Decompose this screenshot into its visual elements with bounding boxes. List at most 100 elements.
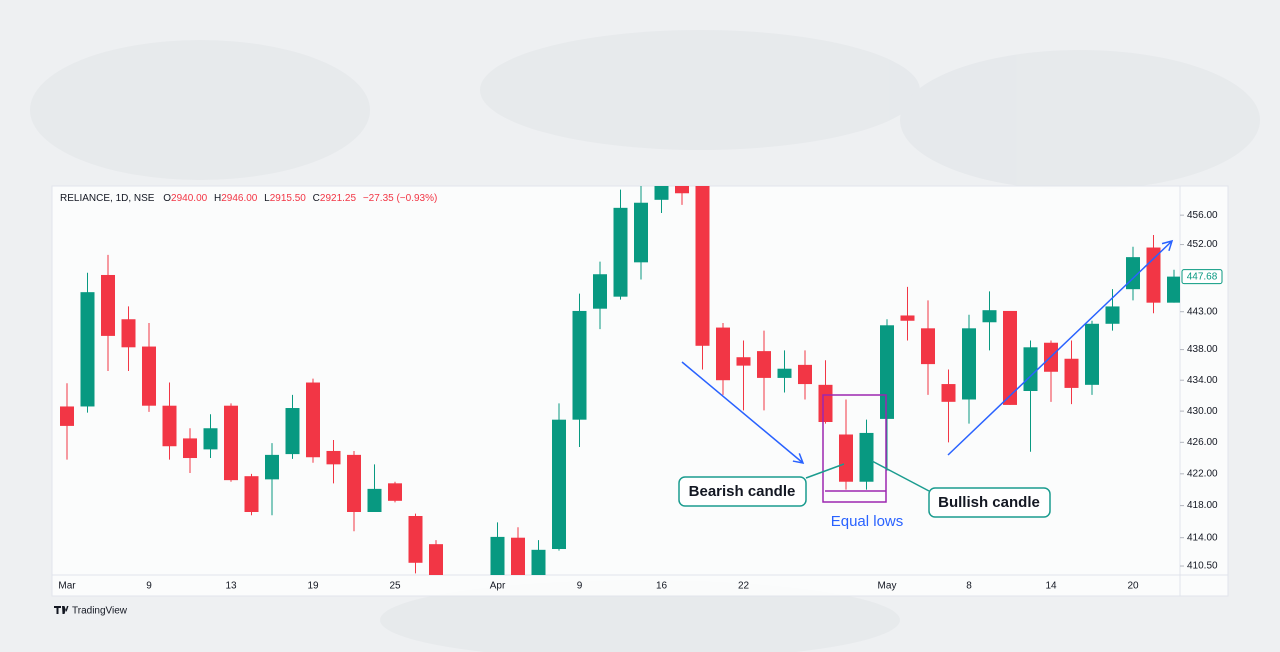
candle-body <box>695 186 710 346</box>
candle-body <box>408 516 423 563</box>
candle-body <box>388 483 402 501</box>
brand-name: TradingView <box>72 606 128 617</box>
candle-body <box>1023 347 1038 392</box>
ohlc-key: H <box>214 193 221 204</box>
candle-body <box>900 315 915 321</box>
ohlc-value: 2915.50 <box>270 193 307 204</box>
candle-body <box>818 384 833 423</box>
y-tick-label: 443.00 <box>1187 306 1218 317</box>
x-tick-label: 9 <box>577 581 583 592</box>
x-tick-label: 25 <box>389 581 401 592</box>
annotation-label: Equal lows <box>831 513 904 530</box>
candle-body <box>880 325 894 419</box>
x-tick-label: Mar <box>58 581 76 592</box>
candle-body <box>80 292 95 407</box>
candle-body <box>265 454 279 480</box>
candle-body <box>757 351 771 378</box>
x-tick-label: 9 <box>146 581 152 592</box>
candle-body <box>552 419 566 550</box>
candle-body <box>224 405 238 481</box>
y-tick-label: 430.00 <box>1187 406 1218 417</box>
candle-body <box>654 186 669 200</box>
highlight-box <box>822 394 887 503</box>
candle-body <box>572 310 587 420</box>
x-tick-label: May <box>878 581 897 592</box>
candle-body <box>285 408 300 455</box>
x-tick-label: 19 <box>307 581 319 592</box>
candle-body <box>1064 358 1079 388</box>
x-tick-label: 14 <box>1045 581 1057 592</box>
candle-body <box>203 428 218 450</box>
candle-body <box>306 382 320 458</box>
y-tick-label: 426.00 <box>1187 437 1218 448</box>
axes: 456.00 452.00 443.00 438.00 434.00 430.00 426.… <box>58 210 1223 592</box>
y-tick-label: 422.00 <box>1187 468 1218 479</box>
callout-connector <box>805 463 845 479</box>
candle-body <box>531 549 546 575</box>
candle-body <box>326 450 341 465</box>
candle-body <box>634 202 648 263</box>
callout-connector <box>871 460 930 492</box>
callout-label: Bullish candle <box>938 494 1040 511</box>
candle-body <box>101 274 115 336</box>
callout-box <box>928 487 1051 518</box>
y-tick-label: 418.00 <box>1187 500 1218 511</box>
x-tick-label: 20 <box>1127 581 1139 592</box>
y-tick-label: 452.00 <box>1187 239 1218 250</box>
x-tick-label: 13 <box>225 581 237 592</box>
candle-body <box>1085 323 1099 385</box>
candle-body <box>982 310 997 323</box>
y-tick-label: 438.00 <box>1187 344 1218 355</box>
trend-arrow <box>947 239 1174 456</box>
ohlc-value: 2946.00 <box>221 193 258 204</box>
candle-body <box>613 207 628 297</box>
y-tick-label: 414.00 <box>1187 532 1218 543</box>
candle-body <box>347 454 361 513</box>
candle-body <box>941 384 956 402</box>
x-tick-label: 16 <box>656 581 668 592</box>
candle-body <box>490 536 505 575</box>
candle-body <box>162 405 177 447</box>
callout-box <box>678 476 807 507</box>
y-tick-label: 434.00 <box>1187 375 1218 386</box>
candle-body <box>1146 247 1161 303</box>
candle-body <box>183 438 197 459</box>
candle-body <box>675 186 689 194</box>
candle-body <box>511 537 525 575</box>
candle-body <box>429 544 443 575</box>
candle-body <box>839 434 853 482</box>
candle-body <box>142 346 156 406</box>
x-tick-label: Apr <box>490 581 506 592</box>
y-tick-label: 456.00 <box>1187 210 1218 221</box>
candle-body <box>1105 306 1120 324</box>
ohlc-key: O <box>163 193 171 204</box>
change: −27.35 (−0.93%) <box>363 193 438 204</box>
trend-arrow <box>681 361 805 464</box>
candle-body <box>367 488 382 513</box>
candle-body <box>593 274 607 309</box>
background-map <box>30 30 1260 652</box>
candle-body <box>1167 276 1180 303</box>
symbol: RELIANCE, 1D, NSE <box>60 193 155 204</box>
logo <box>54 606 69 614</box>
candle-body <box>736 357 751 366</box>
y-tick-label: 410.50 <box>1187 561 1218 572</box>
chart-header: RELIANCE, 1D, NSE O2940.00 H2946.00 L291… <box>60 193 437 204</box>
candle-body <box>244 476 259 513</box>
ohlc-value: 2940.00 <box>171 193 208 204</box>
candle-body <box>859 432 874 482</box>
ohlc-value: 2921.25 <box>320 193 357 204</box>
candle-body <box>121 319 136 348</box>
last-price-label: 447.68 <box>1187 271 1218 282</box>
candle-body <box>716 327 730 381</box>
candle-body <box>1003 310 1017 405</box>
ohlc-key: L <box>264 193 270 204</box>
callout-label: Bearish candle <box>689 483 796 500</box>
candle-body <box>921 328 935 365</box>
candle-body <box>777 368 792 378</box>
x-tick-label: 8 <box>966 581 972 592</box>
plot-area <box>60 186 1180 575</box>
x-tick-label: 22 <box>738 581 750 592</box>
